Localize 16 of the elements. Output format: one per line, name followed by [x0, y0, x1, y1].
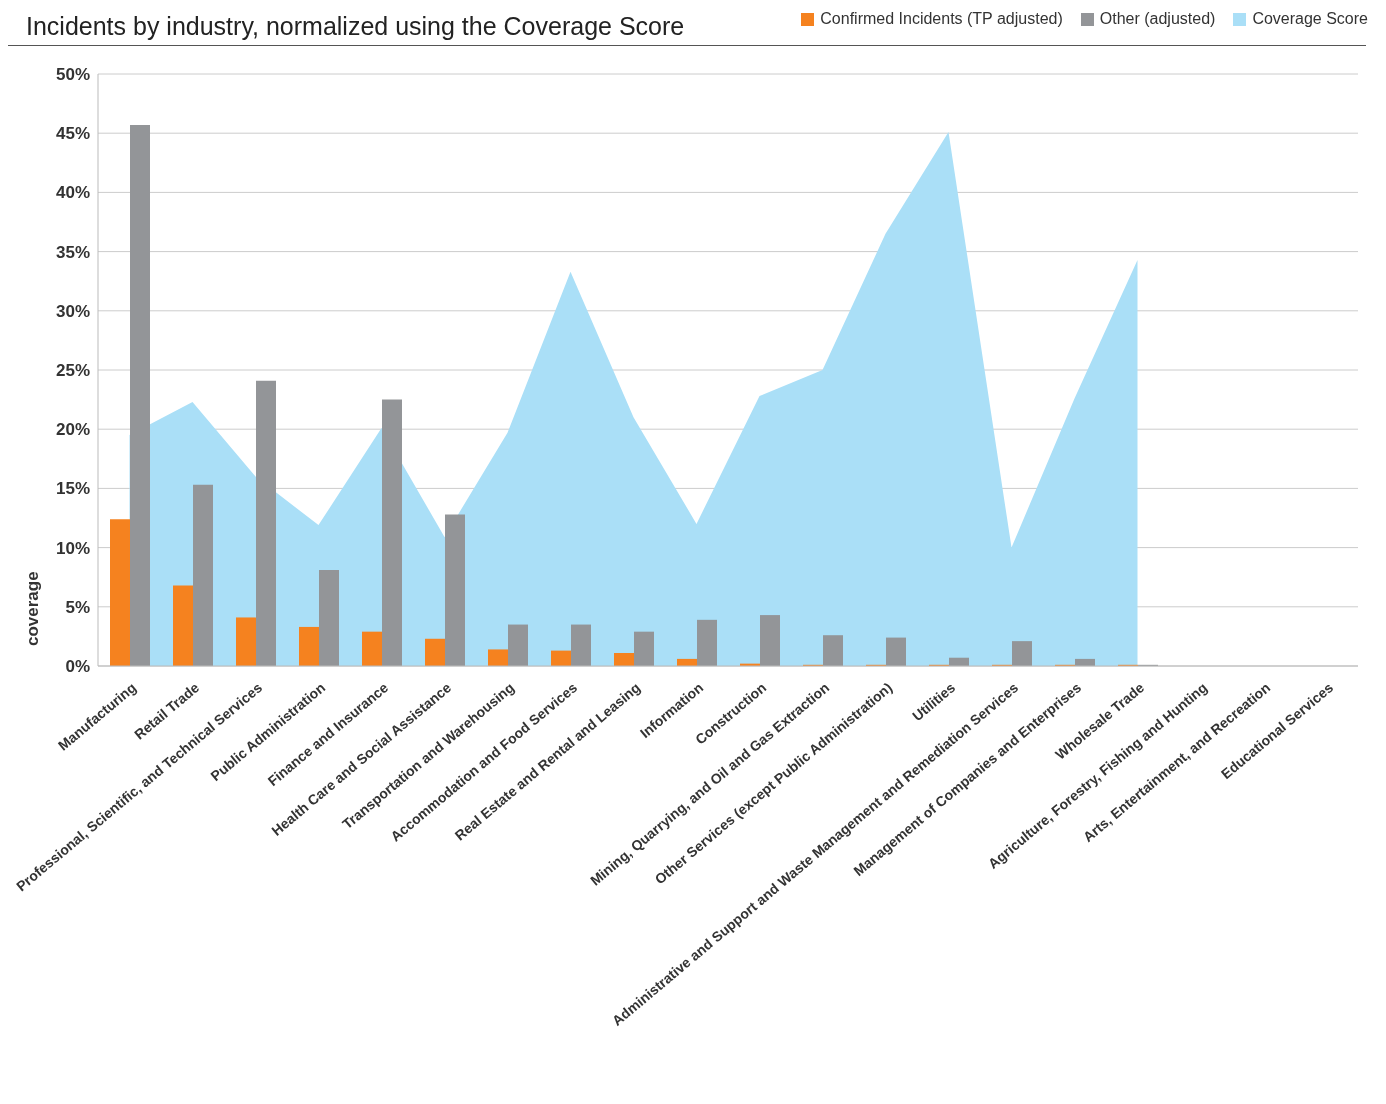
legend-label: Confirmed Incidents (TP adjusted): [819, 10, 1063, 28]
chart-title: Incidents by industry, normalized using the Coverage Score: [26, 12, 685, 40]
y-tick-label: 45%: [55, 124, 90, 144]
y-tick-label: 10%: [55, 538, 90, 558]
y-tick-label: 20%: [55, 420, 90, 440]
y-tick-label: 5%: [65, 597, 90, 617]
y-tick-label: 15%: [55, 479, 90, 499]
y-tick-label: 0%: [65, 657, 90, 677]
y-tick-label: 40%: [55, 183, 90, 203]
legend-label: Coverage Score: [1251, 10, 1368, 28]
y-tick-label: 30%: [55, 301, 90, 321]
y-tick-label: 25%: [55, 361, 90, 381]
y-tick-label: 35%: [55, 242, 90, 262]
legend-label: Other (adjusted): [1098, 10, 1216, 28]
y-axis-title: coverage: [23, 571, 42, 646]
y-tick-label: 50%: [55, 65, 90, 85]
